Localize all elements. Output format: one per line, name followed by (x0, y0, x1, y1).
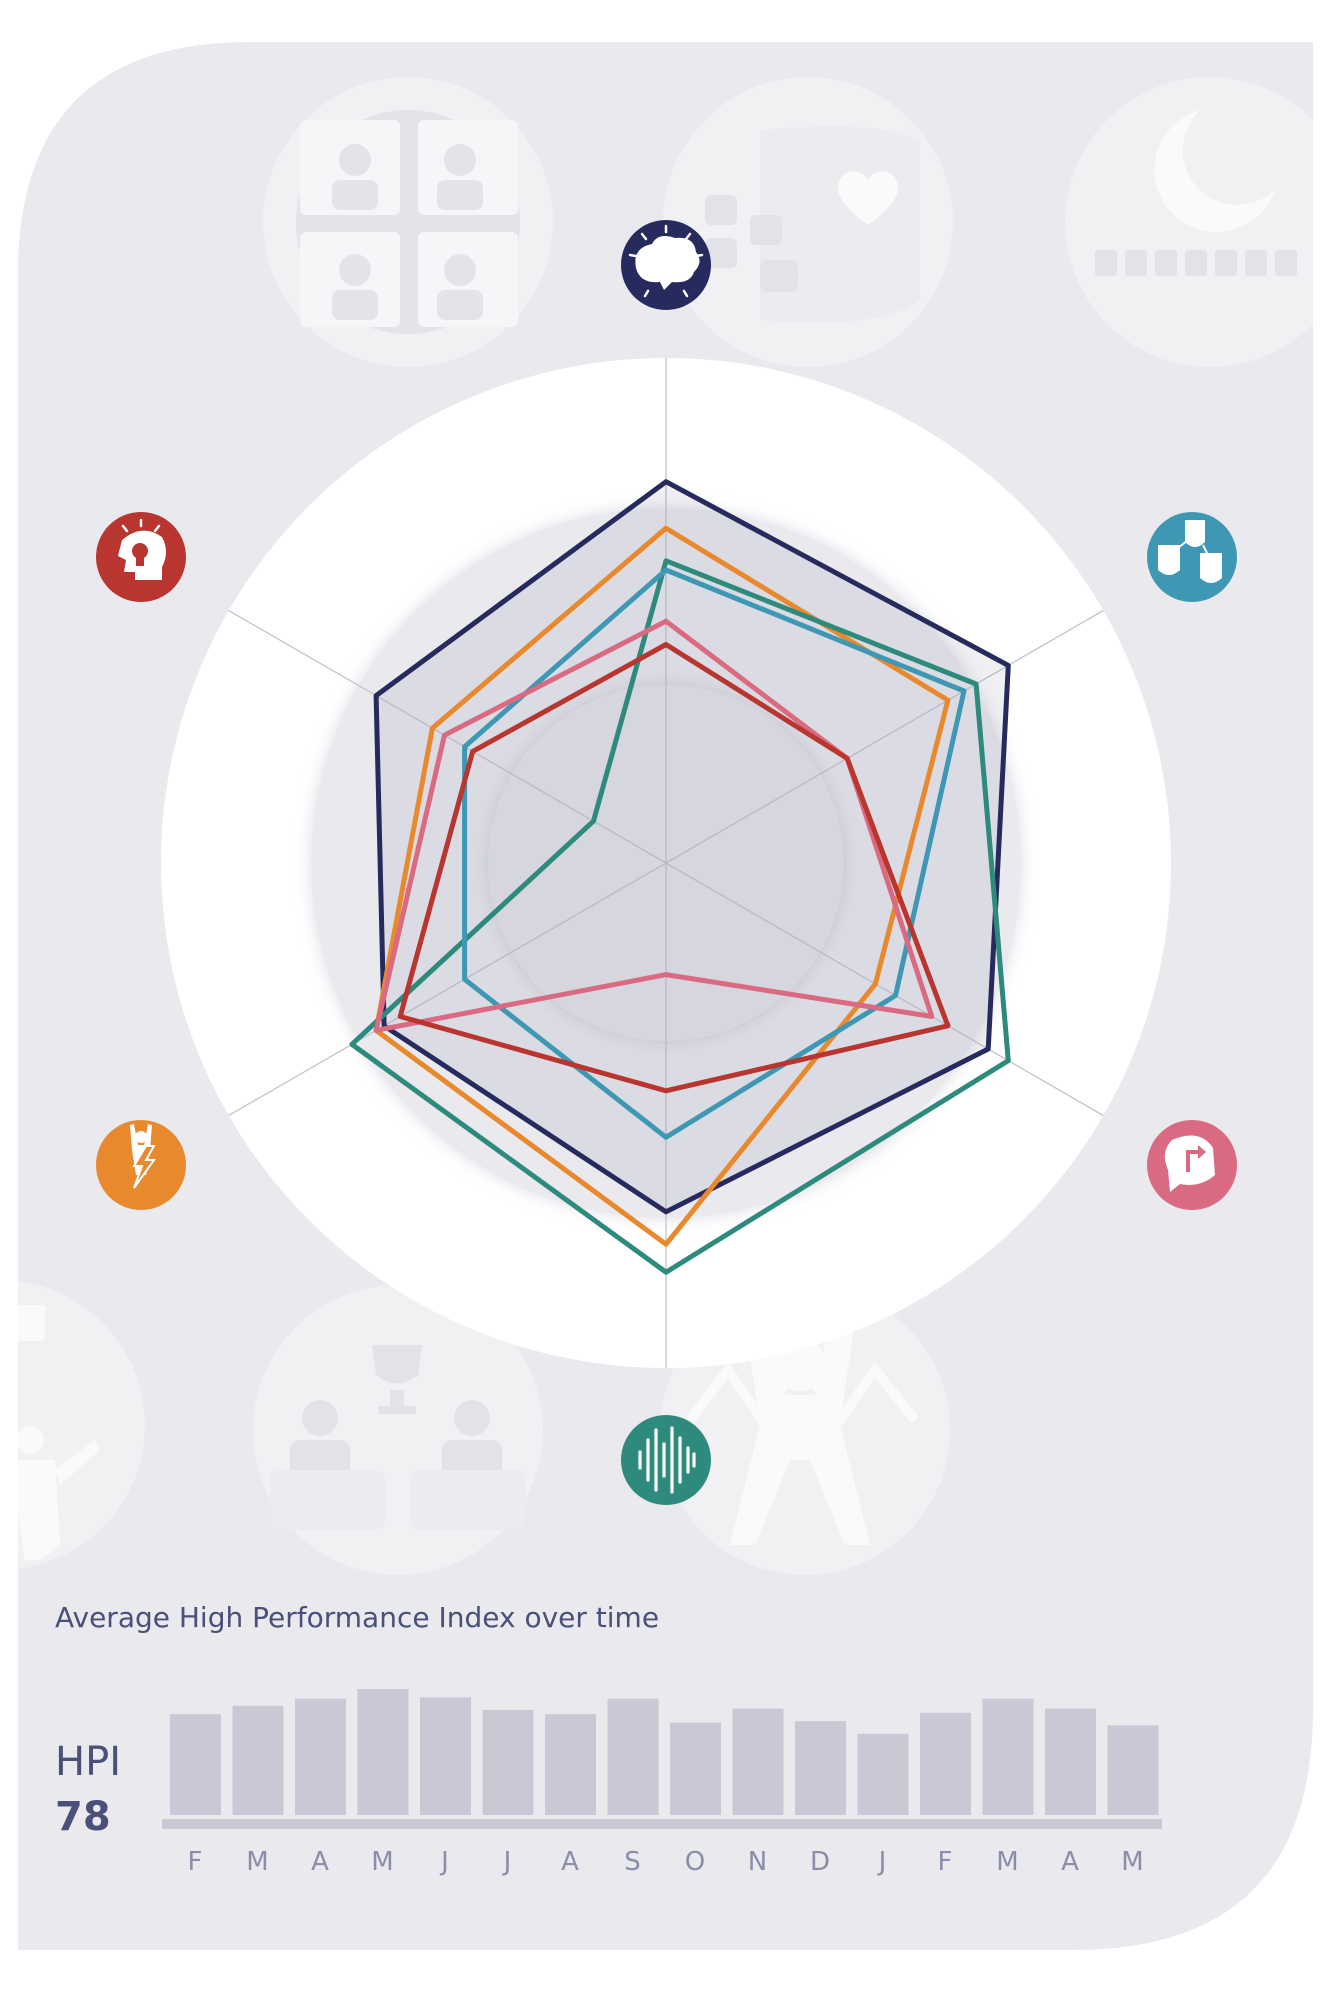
month-tick-label: M (1121, 1847, 1144, 1877)
brain-icon (621, 220, 711, 310)
voice-wave-icon-badge (621, 1415, 711, 1505)
background-illustrations (18, 77, 1313, 1575)
hpi-bar (295, 1698, 346, 1815)
hpi-bar (170, 1714, 221, 1815)
month-tick-label: A (311, 1847, 330, 1877)
month-tick-label: J (877, 1847, 888, 1877)
hpi-bar (607, 1698, 659, 1815)
hpi-bar (1045, 1708, 1096, 1815)
radar-axis-line (665, 609, 1104, 864)
hpi-label: HPI (55, 1739, 121, 1785)
hpi-bar (857, 1733, 909, 1815)
month-tick-label: A (1061, 1847, 1080, 1877)
voice-wave-icon (621, 1415, 711, 1505)
hpi-bar (920, 1712, 971, 1815)
radar-axis-icons (96, 220, 1237, 1505)
hpi-bar (357, 1689, 409, 1815)
month-tick-label: M (371, 1847, 394, 1877)
hpi-bar (420, 1697, 471, 1815)
bar-group (170, 1689, 1159, 1815)
month-tick-label: O (685, 1847, 706, 1877)
month-tick-label: M (246, 1847, 269, 1877)
radar-series-4 (462, 567, 967, 1140)
month-tick-label: J (502, 1847, 513, 1877)
radar-chart (161, 358, 1171, 1368)
month-tick-label: F (938, 1847, 954, 1877)
hpi-bar (482, 1710, 534, 1815)
chat-heart-icon (663, 77, 953, 367)
idea-head-icon (96, 512, 186, 602)
direction-head-icon (1147, 1120, 1237, 1210)
group-icon (263, 77, 553, 367)
presenter-icon (18, 1280, 145, 1570)
hpi-bar (1107, 1725, 1159, 1815)
month-tick-label: N (748, 1847, 768, 1877)
radar-series-3 (349, 558, 1011, 1275)
radar-series-group (349, 479, 1011, 1275)
energy-person-icon (96, 1120, 186, 1210)
hpi-bar (732, 1708, 784, 1815)
month-tick-label: A (561, 1847, 580, 1877)
team-trophy-icon (253, 1285, 543, 1575)
radar-series-6 (397, 642, 951, 1094)
radar-series-1 (373, 479, 1011, 1215)
radar-axis-line (665, 862, 1104, 1117)
hpi-bar (670, 1722, 721, 1815)
radar-series-2 (373, 525, 951, 1247)
hpi-bar (982, 1698, 1034, 1815)
hpi-bar (232, 1705, 284, 1815)
social-faces-icon (1147, 512, 1237, 602)
hpi-value: 78 (55, 1794, 111, 1840)
month-tick-label: M (996, 1847, 1019, 1877)
bar-chart-title: Average High Performance Index over time (55, 1601, 659, 1634)
month-tick-label: D (810, 1847, 831, 1877)
hpi-bar (545, 1714, 596, 1815)
month-tick-label: S (624, 1847, 642, 1877)
radar-axis-line (228, 862, 667, 1117)
month-tick-label: F (188, 1847, 204, 1877)
bar-baseline (162, 1819, 1162, 1829)
month-tick-label: J (439, 1847, 450, 1877)
hpi-bar (795, 1721, 846, 1815)
moon-bars-icon (1065, 77, 1313, 367)
hpi-bar-section: Average High Performance Index over time… (55, 1601, 1162, 1877)
